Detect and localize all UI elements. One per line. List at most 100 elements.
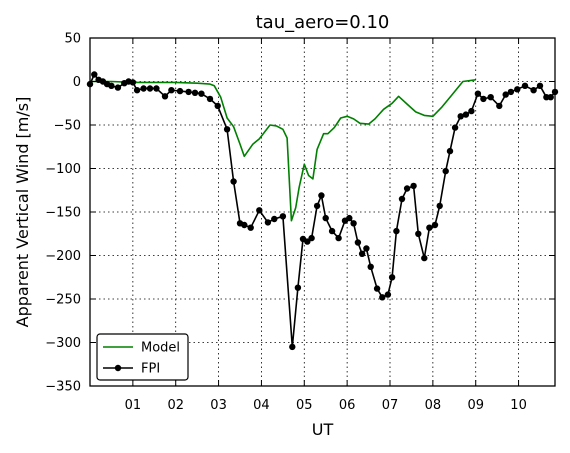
data-point-fpi xyxy=(161,93,169,100)
y-tick-labels: 50 0 −50 −100 −150 −200 −250 −300 −350 xyxy=(45,32,81,395)
data-point-fpi xyxy=(264,219,272,226)
legend-marker-fpi xyxy=(114,364,122,372)
data-point-fpi xyxy=(421,254,428,262)
data-point-fpi xyxy=(388,274,396,281)
data-point-fpi xyxy=(487,94,494,101)
x-tick-label: 04 xyxy=(253,398,270,413)
data-point-fpi xyxy=(502,91,509,98)
data-point-fpi xyxy=(547,94,554,101)
data-point-fpi xyxy=(480,95,487,103)
legend-label-model: Model xyxy=(141,341,180,356)
data-point-fpi xyxy=(379,294,386,301)
data-point-fpi xyxy=(191,89,199,97)
y-tick-label: −50 xyxy=(54,119,81,134)
data-point-fpi xyxy=(206,95,214,103)
data-point-fpi xyxy=(346,214,353,222)
data-point-fpi xyxy=(328,227,336,235)
data-point-fpi xyxy=(279,213,287,220)
series-layer xyxy=(86,71,559,351)
y-tick-label: −350 xyxy=(45,380,81,395)
y-tick-label: −250 xyxy=(45,293,81,308)
legend-label-fpi: FPI xyxy=(141,362,160,377)
y-tick-label: −100 xyxy=(45,162,81,177)
data-point-fpi xyxy=(514,86,521,93)
data-point-fpi xyxy=(350,220,357,227)
data-point-fpi xyxy=(468,107,475,115)
x-tick-label: 07 xyxy=(382,398,399,413)
ticks xyxy=(90,37,555,387)
x-tick-label: 01 xyxy=(125,398,142,413)
data-point-fpi xyxy=(108,82,115,90)
data-point-fpi xyxy=(354,239,362,246)
data-point-fpi xyxy=(410,182,417,190)
data-point-fpi xyxy=(426,224,433,231)
data-point-fpi xyxy=(358,250,366,257)
y-tick-label: 50 xyxy=(64,32,81,47)
y-tick-label: −150 xyxy=(45,206,81,221)
x-tick-label: 03 xyxy=(210,398,227,413)
data-point-fpi xyxy=(431,221,439,229)
x-tick-label: 06 xyxy=(339,398,356,413)
data-point-fpi xyxy=(507,88,515,96)
data-point-fpi xyxy=(247,224,254,231)
data-point-fpi xyxy=(114,84,122,91)
x-tick-label: 05 xyxy=(296,398,313,413)
data-point-fpi xyxy=(457,113,464,120)
data-point-fpi xyxy=(384,291,392,298)
data-point-fpi xyxy=(530,87,537,94)
data-point-fpi xyxy=(256,207,263,214)
data-point-fpi xyxy=(436,202,443,210)
series-line-model xyxy=(90,79,476,222)
data-point-fpi xyxy=(335,234,342,242)
data-point-fpi xyxy=(521,82,529,90)
data-point-fpi xyxy=(133,87,141,94)
chart-title: tau_aero=0.10 xyxy=(256,12,390,33)
data-point-fpi xyxy=(496,102,503,110)
data-point-fpi xyxy=(313,202,321,210)
data-point-fpi xyxy=(140,85,147,92)
data-point-fpi xyxy=(185,88,192,96)
x-tick-label: 09 xyxy=(467,398,484,413)
data-point-fpi xyxy=(294,284,302,291)
y-tick-label: 0 xyxy=(73,75,81,90)
data-point-fpi xyxy=(223,126,231,133)
data-point-fpi xyxy=(241,221,248,229)
y-axis-label: Apparent Vertical Wind [m/s] xyxy=(13,97,32,328)
data-point-fpi xyxy=(403,185,411,192)
data-point-fpi xyxy=(146,85,154,92)
data-point-fpi xyxy=(176,87,184,95)
y-tick-label: −200 xyxy=(45,249,81,264)
data-point-fpi xyxy=(536,82,544,90)
x-tick-label: 10 xyxy=(510,398,527,413)
data-point-fpi xyxy=(153,85,160,92)
data-point-fpi xyxy=(367,263,374,270)
y-tick-label: −300 xyxy=(45,336,81,351)
data-point-fpi xyxy=(462,111,470,118)
data-point-fpi xyxy=(198,90,205,97)
data-point-fpi xyxy=(230,178,237,185)
data-point-fpi xyxy=(363,245,370,252)
x-tick-label: 02 xyxy=(167,398,184,413)
data-point-fpi xyxy=(393,227,400,235)
x-axis-label: UT xyxy=(312,420,334,439)
data-point-fpi xyxy=(373,285,381,292)
data-point-fpi xyxy=(474,90,482,97)
data-point-fpi xyxy=(442,167,449,175)
data-point-fpi xyxy=(271,215,278,223)
data-point-fpi xyxy=(415,230,422,237)
data-point-fpi xyxy=(168,87,175,94)
data-point-fpi xyxy=(451,124,459,131)
data-point-fpi xyxy=(289,343,296,351)
data-point-fpi xyxy=(214,102,221,110)
data-point-fpi xyxy=(318,192,325,199)
data-point-fpi xyxy=(91,71,98,78)
data-point-fpi xyxy=(129,79,137,86)
legend: Model FPI xyxy=(96,333,189,381)
data-point-fpi xyxy=(398,195,406,203)
data-point-fpi xyxy=(304,238,311,245)
x-tick-label: 08 xyxy=(425,398,442,413)
x-tick-labels: 01 02 03 04 05 06 07 08 09 10 xyxy=(125,398,527,413)
data-point-fpi xyxy=(308,234,315,242)
